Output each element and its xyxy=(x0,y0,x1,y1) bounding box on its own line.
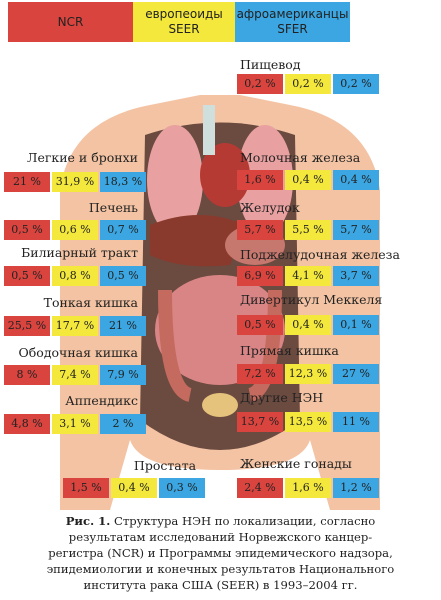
intestines xyxy=(155,275,285,385)
value-cell: 6,9 % xyxy=(237,266,283,286)
organ-label: Другие НЭН xyxy=(240,390,324,405)
value-cell: 0,4 % xyxy=(285,170,331,190)
value-cell: 0,1 % xyxy=(333,315,379,335)
liver xyxy=(150,215,245,267)
caption-line: эпидемиологии и конечных результатов Нац… xyxy=(46,562,395,576)
value-cell: 0,8 % xyxy=(52,266,98,286)
value-cell: 18,3 % xyxy=(100,172,146,192)
organ-label: Тонкая кишка xyxy=(43,295,138,310)
organ-label: Прямая кишка xyxy=(240,343,339,358)
caption-line: результатам исследований Норвежского кан… xyxy=(68,530,373,544)
value-cell: 25,5 % xyxy=(4,316,50,336)
value-cell: 13,5 % xyxy=(285,412,331,432)
value-cell: 5,7 % xyxy=(237,220,283,240)
value-cell: 21 % xyxy=(100,316,146,336)
legend-item: NCR xyxy=(8,2,133,42)
value-cell: 0,2 % xyxy=(333,74,379,94)
caption-line: регистра (NCR) и Программы эпидемическог… xyxy=(48,546,393,560)
legend-item: европеоиды SEER xyxy=(133,2,235,42)
value-cell: 12,3 % xyxy=(285,364,331,384)
value-cell: 31,9 % xyxy=(52,172,98,192)
organ-label: Дивертикул Меккеля xyxy=(240,292,383,307)
organ-label: Молочная железа xyxy=(240,150,361,165)
organ-label: Пищевод xyxy=(240,57,301,72)
organ-label: Простата xyxy=(133,458,197,473)
value-cell: 1,5 % xyxy=(63,478,109,498)
value-cell: 0,3 % xyxy=(159,478,205,498)
value-cell: 4,8 % xyxy=(4,414,50,434)
caption: Рис. 1. Структура НЭН по локализации, со… xyxy=(10,513,431,593)
organ-label: Женские гонады xyxy=(240,456,352,471)
value-cell: 0,5 % xyxy=(237,315,283,335)
organ-label: Легкие и бронхи xyxy=(27,150,138,165)
value-cell: 7,4 % xyxy=(52,365,98,385)
value-cell: 13,7 % xyxy=(237,412,283,432)
value-cell: 3,1 % xyxy=(52,414,98,434)
value-cell: 5,7 % xyxy=(333,220,379,240)
value-cell: 0,5 % xyxy=(4,266,50,286)
value-cell: 0,7 % xyxy=(100,220,146,240)
value-cell: 8 % xyxy=(4,365,50,385)
caption-line: Структура НЭН по локализации, согласно xyxy=(113,514,376,528)
value-cell: 11 % xyxy=(333,412,379,432)
value-cell: 1,6 % xyxy=(237,170,283,190)
value-cell: 0,4 % xyxy=(285,315,331,335)
value-cell: 7,2 % xyxy=(237,364,283,384)
organ-label: Желудок xyxy=(240,200,300,215)
value-cell: 0,5 % xyxy=(100,266,146,286)
value-cell: 21 % xyxy=(4,172,50,192)
organ-label: Аппендикс xyxy=(65,393,138,408)
legend-item: афроамериканцы SFER xyxy=(235,2,350,42)
value-cell: 27 % xyxy=(333,364,379,384)
heart xyxy=(200,143,250,207)
caption-label: Рис. 1. xyxy=(65,514,111,528)
value-cell: 0,5 % xyxy=(4,220,50,240)
value-cell: 1,2 % xyxy=(333,478,379,498)
trachea xyxy=(203,105,215,155)
value-cell: 7,9 % xyxy=(100,365,146,385)
value-cell: 4,1 % xyxy=(285,266,331,286)
organ-label: Печень xyxy=(88,200,138,215)
organ-label: Билиарный тракт xyxy=(21,245,138,260)
caption-line: института рака США (SEER) в 1993–2004 гг… xyxy=(83,578,358,592)
lung-left xyxy=(147,125,203,235)
bladder xyxy=(202,393,238,417)
value-cell: 1,6 % xyxy=(285,478,331,498)
value-cell: 0,2 % xyxy=(237,74,283,94)
value-cell: 2,4 % xyxy=(237,478,283,498)
value-cell: 0,4 % xyxy=(333,170,379,190)
value-cell: 0,2 % xyxy=(285,74,331,94)
value-cell: 17,7 % xyxy=(52,316,98,336)
organ-label: Ободочная кишка xyxy=(18,345,138,360)
organ-label: Поджелудочная железа xyxy=(240,247,400,262)
value-cell: 0,6 % xyxy=(52,220,98,240)
value-cell: 3,7 % xyxy=(333,266,379,286)
value-cell: 2 % xyxy=(100,414,146,434)
value-cell: 0,4 % xyxy=(111,478,157,498)
value-cell: 5,5 % xyxy=(285,220,331,240)
